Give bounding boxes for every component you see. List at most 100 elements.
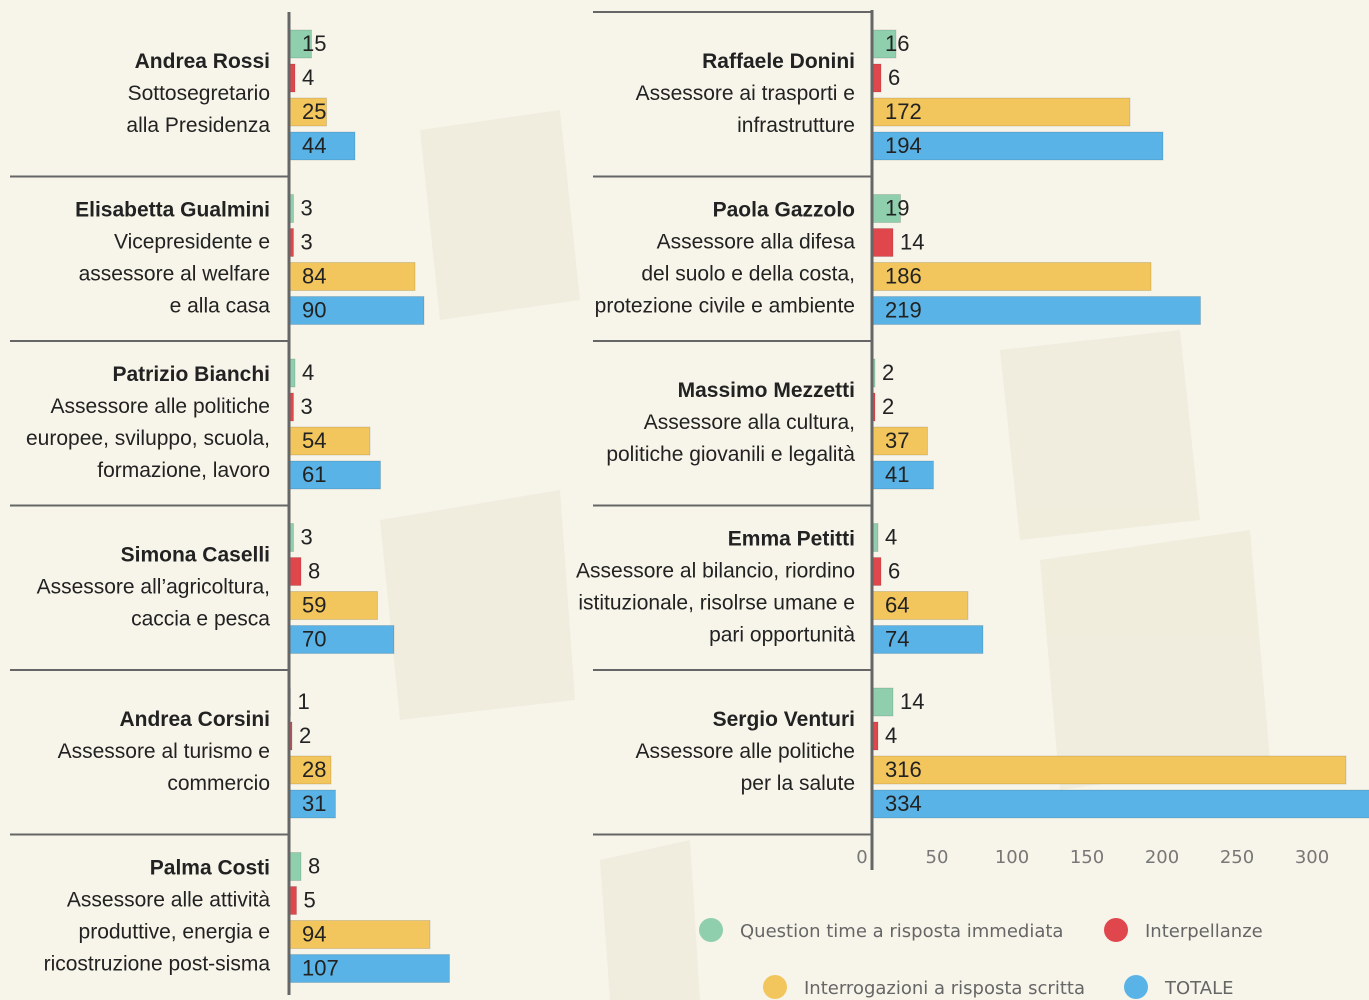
person-role: Assessore al bilancio, riordino <box>576 559 855 582</box>
person-role: Assessore alle attività <box>67 888 270 911</box>
person-name: Massimo Mezzetti <box>678 379 855 402</box>
legend-swatch <box>763 975 787 999</box>
person-name: Sergio Venturi <box>713 708 855 731</box>
x-tick-label: 150 <box>1070 847 1104 868</box>
value-label: 37 <box>885 428 909 453</box>
person-role: commercio <box>167 772 270 795</box>
person-role: Vicepresidente e <box>114 230 270 253</box>
value-label: 70 <box>302 626 326 651</box>
value-label: 44 <box>302 133 326 158</box>
bar <box>289 853 301 881</box>
person-name: Emma Petitti <box>728 527 855 550</box>
legend-swatch <box>699 918 723 942</box>
value-label: 4 <box>302 360 314 385</box>
value-label: 54 <box>302 428 326 453</box>
legend-swatch <box>1104 918 1128 942</box>
x-tick-label: 200 <box>1145 847 1179 868</box>
person-name: Palma Costi <box>150 856 270 879</box>
x-tick-label: 100 <box>995 847 1029 868</box>
value-label: 19 <box>885 195 909 220</box>
person-role: infrastrutture <box>737 114 855 137</box>
person-role: Assessore al turismo e <box>58 740 270 763</box>
value-label: 31 <box>302 791 326 816</box>
value-label: 6 <box>888 65 900 90</box>
person-role: Assessore ai trasporti e <box>636 82 855 105</box>
person-name: Patrizio Bianchi <box>112 363 270 386</box>
value-label: 4 <box>302 65 314 90</box>
person-role: Sottosegretario <box>128 82 270 105</box>
value-label: 2 <box>882 394 894 419</box>
value-label: 16 <box>885 31 909 56</box>
bar <box>872 229 893 257</box>
person-role: Assessore alla cultura, <box>644 411 855 434</box>
value-label: 74 <box>885 626 909 651</box>
person-role: Assessore alle politiche <box>636 740 855 763</box>
value-label: 5 <box>304 887 316 912</box>
person-name: Andrea Corsini <box>119 708 270 731</box>
person-role: e alla casa <box>170 294 271 317</box>
bar <box>872 790 1369 818</box>
person-role: istituzionale, risolrse umane e <box>578 591 855 614</box>
value-label: 41 <box>885 462 909 487</box>
person-role: protezione civile e ambiente <box>595 294 855 317</box>
value-label: 90 <box>302 297 326 322</box>
value-label: 3 <box>301 394 313 419</box>
value-label: 2 <box>882 360 894 385</box>
person-role: Assessore alla difesa <box>657 230 856 253</box>
bar <box>872 688 893 716</box>
person-role: assessore al welfare <box>79 262 270 285</box>
person-role: formazione, lavoro <box>97 459 270 482</box>
value-label: 4 <box>885 723 897 748</box>
legend-label: Interrogazioni a risposta scritta <box>804 978 1085 999</box>
value-label: 61 <box>302 462 326 487</box>
legend-label: Interpellanze <box>1145 921 1263 942</box>
person-name: Paola Gazzolo <box>713 198 855 221</box>
person-role: pari opportunità <box>709 623 855 646</box>
value-label: 107 <box>302 955 339 980</box>
value-label: 8 <box>308 558 320 583</box>
person-role: per la salute <box>741 772 855 795</box>
value-label: 186 <box>885 263 922 288</box>
value-label: 316 <box>885 757 922 782</box>
x-tick-label: 250 <box>1220 847 1254 868</box>
value-label: 334 <box>885 791 922 816</box>
value-label: 28 <box>302 757 326 782</box>
person-name: Elisabetta Gualmini <box>75 198 270 221</box>
person-role: europee, sviluppo, scuola, <box>26 427 270 450</box>
legend-swatch <box>1124 975 1148 999</box>
person-role: Assessore alle politiche <box>51 395 270 418</box>
legend-label: Question time a risposta immediata <box>740 921 1063 942</box>
legend-label: TOTALE <box>1164 978 1233 999</box>
person-name: Simona Caselli <box>121 543 270 566</box>
value-label: 3 <box>301 229 313 254</box>
value-label: 14 <box>900 689 924 714</box>
value-label: 84 <box>302 263 326 288</box>
value-label: 219 <box>885 297 922 322</box>
value-label: 1 <box>298 689 310 714</box>
value-label: 15 <box>302 31 326 56</box>
bar <box>289 558 301 586</box>
person-role: produttive, energia e <box>79 920 270 943</box>
person-role: caccia e pesca <box>131 607 270 630</box>
value-label: 3 <box>301 524 313 549</box>
value-label: 59 <box>302 592 326 617</box>
x-tick-label: 0 <box>856 847 867 868</box>
value-label: 4 <box>885 524 897 549</box>
person-name: Andrea Rossi <box>135 50 270 73</box>
value-label: 3 <box>301 195 313 220</box>
value-label: 2 <box>299 723 311 748</box>
value-label: 6 <box>888 558 900 583</box>
person-role: politiche giovanili e legalità <box>606 443 855 466</box>
chart: Andrea RossiSottosegretarioalla Presiden… <box>0 0 1369 1000</box>
value-label: 64 <box>885 592 909 617</box>
person-role: Assessore all’agricoltura, <box>37 575 270 598</box>
bar <box>872 756 1346 784</box>
value-label: 194 <box>885 133 922 158</box>
value-label: 172 <box>885 99 922 124</box>
x-tick-label: 300 <box>1295 847 1329 868</box>
person-name: Raffaele Donini <box>702 50 855 73</box>
value-label: 94 <box>302 921 326 946</box>
value-label: 14 <box>900 229 924 254</box>
person-role: del suolo e della costa, <box>641 262 855 285</box>
person-role: ricostruzione post-sisma <box>44 952 271 975</box>
